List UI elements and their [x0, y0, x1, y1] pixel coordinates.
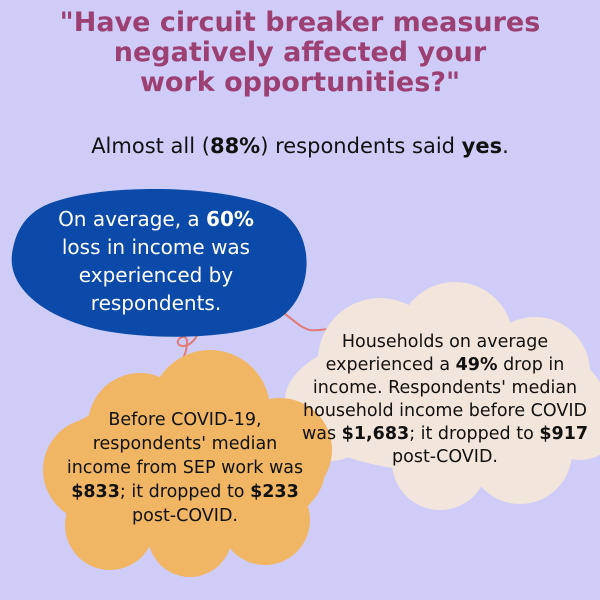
income-loss-percent: 60%	[206, 207, 254, 231]
cream-cloud	[284, 282, 600, 510]
title-line-2: negatively affected your	[113, 37, 487, 68]
title-line-1: "Have circuit breaker measures	[59, 7, 541, 38]
answer-summary-post: .	[502, 134, 509, 158]
household-income-text: Households on average experienced a 49% …	[300, 331, 590, 469]
income-loss-pre: On average, a	[58, 207, 207, 231]
household-mid1: drop in income. Respondents' median hous…	[301, 355, 587, 444]
household-post: post-COVID.	[392, 447, 498, 467]
answer-summary: Almost all (88%) respondents said yes.	[0, 132, 600, 160]
income-loss-text: On average, a 60% loss in income was exp…	[38, 205, 274, 317]
sep-post: post-COVID.	[132, 506, 238, 526]
orange-cloud	[43, 350, 332, 577]
answer-yes: yes	[461, 134, 503, 158]
household-after: $917	[539, 424, 589, 444]
sep-before: $833	[71, 482, 120, 502]
blue-speech-bubble	[11, 188, 307, 337]
sep-income-text: Before COVID-19, respondents' median inc…	[60, 408, 310, 528]
household-mid2: ; it dropped to	[409, 424, 540, 444]
title-line-3: work opportunities?"	[139, 67, 461, 98]
answer-summary-mid: ) respondents said	[260, 134, 462, 158]
question-title: "Have circuit breaker measures negativel…	[20, 8, 580, 98]
answer-summary-pre: Almost all (	[91, 134, 210, 158]
household-pre: Households on average experienced a	[325, 332, 549, 375]
household-before: $1,683	[341, 424, 410, 444]
sep-pre: Before COVID-19, respondents' median inc…	[66, 410, 304, 478]
answer-percent: 88%	[209, 134, 261, 158]
household-percent: 49%	[455, 355, 498, 375]
sep-after: $233	[250, 482, 299, 502]
income-loss-post: loss in income was experienced by respon…	[61, 235, 251, 315]
sep-mid: ; it dropped to	[119, 482, 251, 502]
